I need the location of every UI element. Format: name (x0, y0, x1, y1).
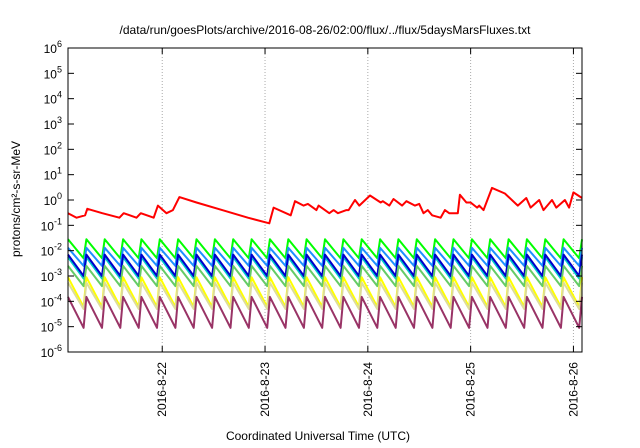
y-tick-base: 10 (44, 143, 58, 157)
series-line-9 (67, 295, 583, 329)
y-tick-base: 10 (41, 321, 55, 335)
y-tick-base: 10 (44, 93, 58, 107)
y-tick-exponent: 3 (57, 115, 62, 125)
chart-title: /data/run/goesPlots/archive/2016-08-26/0… (120, 23, 532, 37)
y-tick-exponent: 2 (57, 140, 62, 150)
y-tick-label: 10-6 (41, 343, 62, 360)
y-tick-label: 10-1 (41, 216, 62, 233)
x-ticks: 2016-8-22 2016-8-23 2016-8-24 2016-8-25 2016… (155, 48, 580, 417)
series-line-8 (67, 281, 583, 310)
x-axis-label: Coordinated Universal Time (UTC) (226, 429, 410, 443)
y-tick-base: 10 (41, 270, 55, 284)
y-tick-base: 10 (44, 118, 58, 132)
x-tick-label: 2016-8-23 (258, 362, 272, 417)
y-tick-base: 10 (44, 169, 58, 183)
y-ticks: 10-610-510-410-310-210-11001011021031041… (41, 39, 582, 360)
series-line-1 (67, 186, 583, 225)
y-tick-exponent: 0 (57, 191, 62, 201)
y-tick-base: 10 (44, 194, 58, 208)
y-tick-base: 10 (41, 295, 55, 309)
y-tick-exponent: -1 (54, 216, 62, 226)
x-tick-label: 2016-8-24 (361, 362, 375, 417)
y-tick-exponent: -5 (54, 318, 62, 328)
series-group (67, 186, 583, 329)
y-tick-label: 10-4 (41, 292, 62, 309)
y-tick-base: 10 (41, 245, 55, 259)
y-tick-exponent: -3 (54, 267, 62, 277)
y-tick-label: 101 (44, 166, 62, 183)
y-tick-label: 102 (44, 140, 62, 157)
y-tick-exponent: -2 (54, 242, 62, 252)
x-tick-label: 2016-8-26 (566, 362, 580, 417)
y-tick-exponent: 1 (57, 166, 62, 176)
y-axis-label: protons/cm²-s-sr-MeV (9, 141, 23, 257)
y-tick-label: 10-2 (41, 242, 62, 259)
y-tick-exponent: 4 (57, 90, 62, 100)
series-line-5 (67, 253, 583, 277)
y-tick-label: 100 (44, 191, 62, 208)
y-tick-exponent: 6 (57, 39, 62, 49)
x-tick-label: 2016-8-25 (464, 362, 478, 417)
series-line-3 (67, 246, 583, 267)
y-tick-base: 10 (41, 346, 55, 360)
y-tick-base: 10 (41, 219, 55, 233)
series-line-2 (67, 238, 583, 260)
series-line-6 (67, 264, 583, 288)
y-tick-base: 10 (44, 67, 58, 81)
y-tick-base: 10 (44, 42, 58, 56)
y-tick-exponent: -6 (54, 343, 62, 353)
y-tick-label: 104 (44, 90, 62, 107)
y-tick-label: 106 (44, 39, 62, 56)
y-tick-label: 103 (44, 115, 62, 132)
y-tick-exponent: 5 (57, 64, 62, 74)
y-tick-label: 105 (44, 64, 62, 81)
x-tick-label: 2016-8-22 (155, 362, 169, 417)
y-tick-exponent: -4 (54, 292, 62, 302)
y-tick-label: 10-3 (41, 267, 62, 284)
y-tick-label: 10-5 (41, 318, 62, 335)
